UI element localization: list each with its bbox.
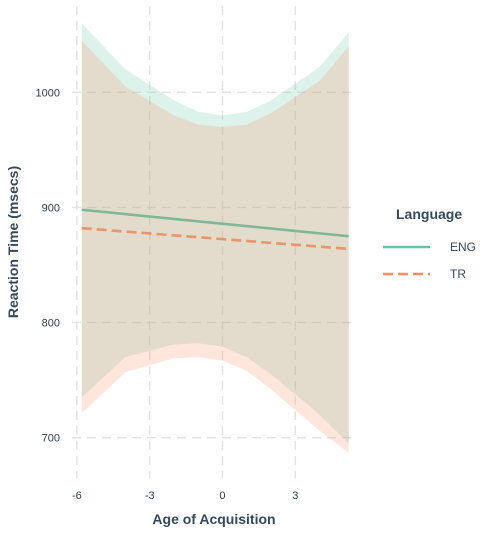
legend-title: Language: [396, 206, 462, 222]
y-tick-labels: 700 800 900 1000: [36, 87, 60, 444]
x-tick-label: -6: [72, 490, 82, 502]
y-tick-label: 800: [42, 318, 60, 330]
line-eng: [81, 208, 349, 238]
confidence-ribbons: [81, 23, 349, 453]
y-tick-label: 900: [42, 202, 60, 214]
x-tick-label: 3: [292, 490, 298, 502]
y-tick-label: 700: [42, 433, 60, 445]
y-axis-title: Reaction Time (msecs): [5, 166, 21, 318]
series-lines: [81, 208, 349, 251]
x-axis-title: Age of Acquisition: [152, 511, 275, 527]
ribbon-tr: [81, 40, 349, 453]
legend-label-eng: ENG: [450, 240, 476, 254]
y-tick-label: 1000: [36, 87, 60, 99]
grid: [72, 6, 356, 478]
x-tick-labels: -6 -3 0 3: [72, 490, 298, 502]
legend: Language ENG TR: [383, 206, 476, 281]
x-tick-label: 0: [219, 490, 225, 502]
ribbon-eng: [81, 23, 349, 444]
legend-label-tr: TR: [450, 267, 466, 281]
x-tick-label: -3: [145, 490, 155, 502]
